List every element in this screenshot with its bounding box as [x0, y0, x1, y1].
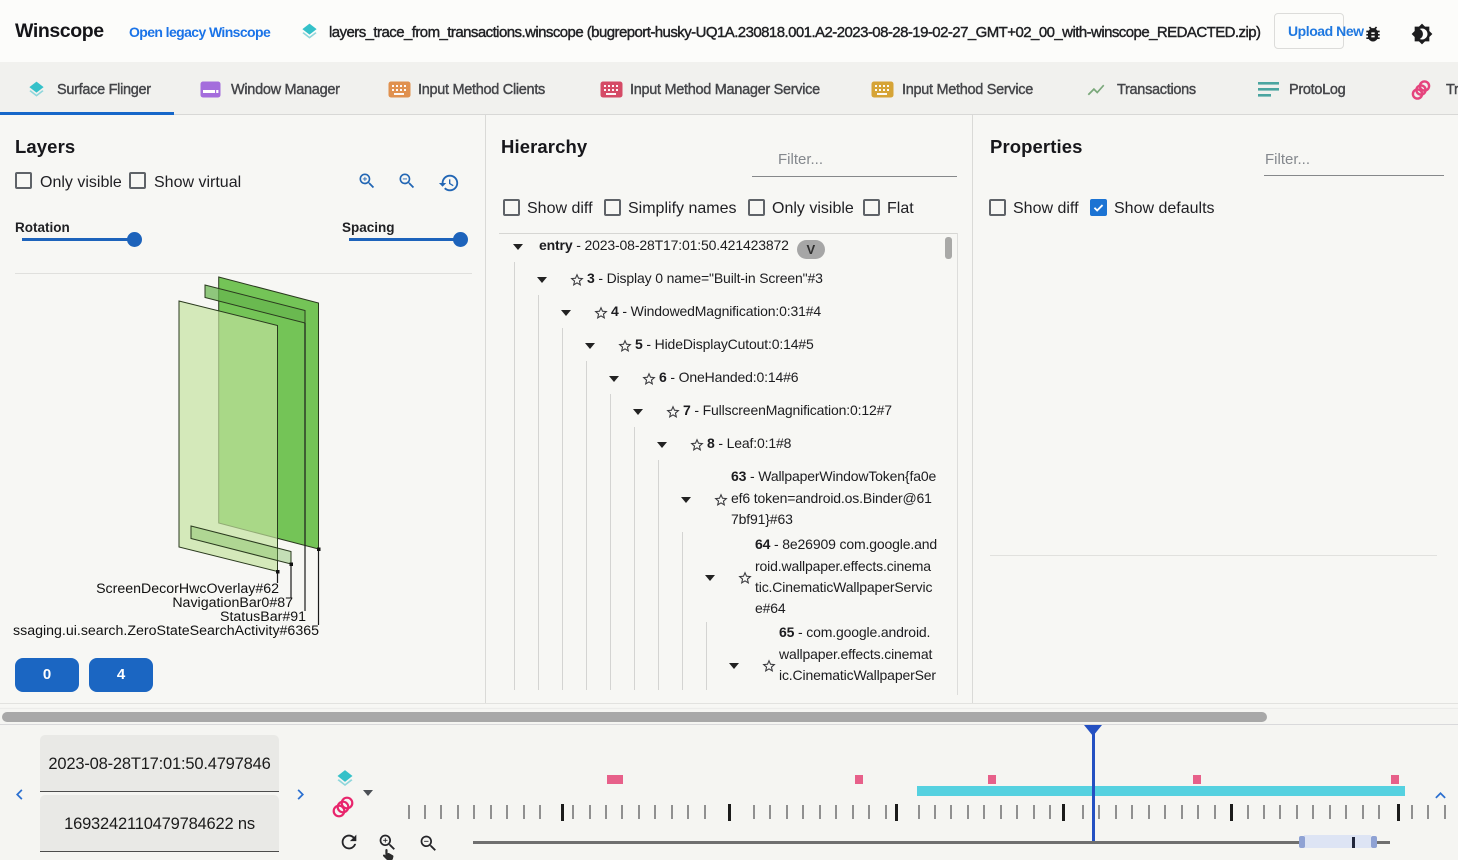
svg-text:ssaging.ui.search.ZeroStateSea: ssaging.ui.search.ZeroStateSearchActivit…: [13, 623, 319, 639]
svg-text:ScreenDecorHwcOverlay#62: ScreenDecorHwcOverlay#62: [96, 581, 279, 597]
svg-text:StatusBar#91: StatusBar#91: [220, 609, 306, 625]
svg-text:NavigationBar0#87: NavigationBar0#87: [172, 595, 293, 611]
